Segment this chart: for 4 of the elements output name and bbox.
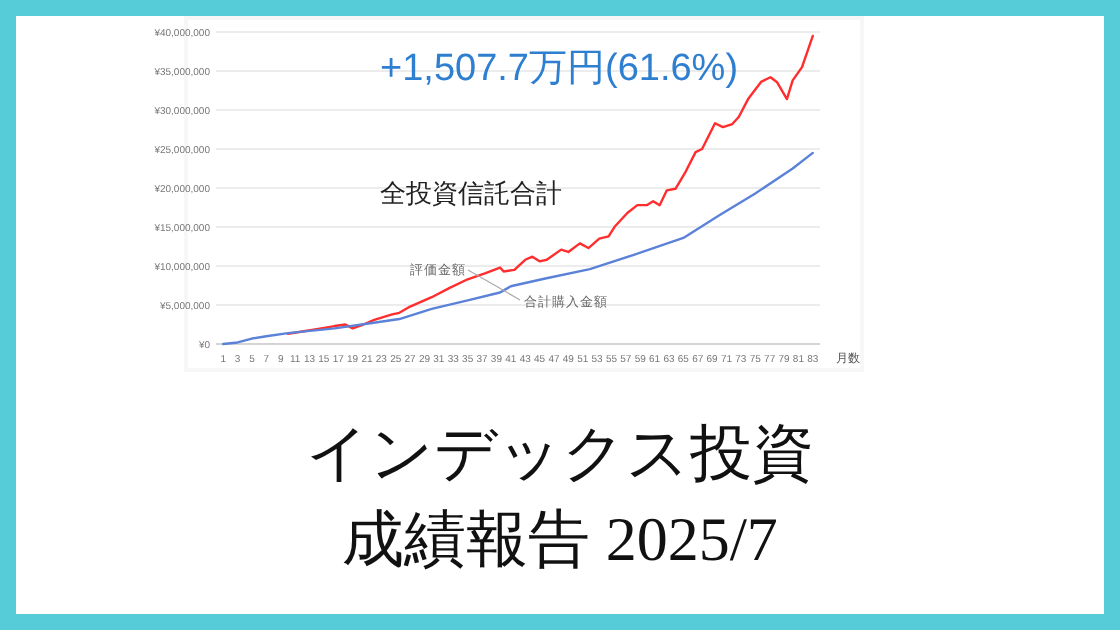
annotation: 全投資信託合計 <box>380 178 562 208</box>
text: インデックス投資 <box>306 418 814 488</box>
annotation: +1,507.7万円(61.6%) <box>380 48 739 90</box>
text: 成績報告 2025/7 <box>342 504 778 574</box>
